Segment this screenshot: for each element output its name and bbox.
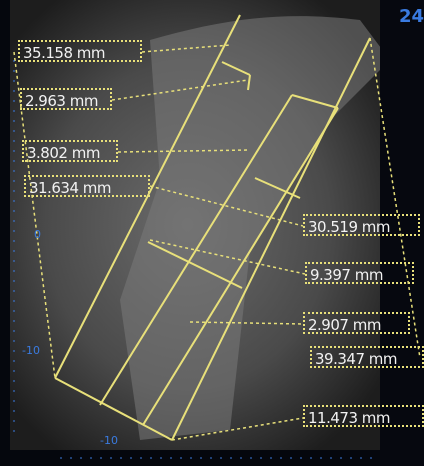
- measurement: 11.473 mm: [303, 405, 424, 427]
- side-panel: [380, 0, 424, 466]
- ruler-label: -10: [22, 344, 40, 357]
- slice-number: 24: [398, 6, 424, 27]
- ruler-label: -10: [100, 434, 118, 447]
- implant-outline: [54, 14, 371, 441]
- ruler: [13, 60, 380, 459]
- ruler-label: 0: [34, 228, 41, 241]
- measurement: 30.519 mm: [303, 214, 420, 236]
- measurement: 9.397 mm: [305, 262, 414, 284]
- measurement: 2.907 mm: [303, 312, 410, 334]
- bone-region: [120, 16, 390, 440]
- measurement: 3.802 mm: [22, 140, 118, 162]
- measurement: 31.634 mm: [24, 175, 150, 197]
- measurement: 39.347 mm: [310, 346, 424, 368]
- measurement: 2.963 mm: [20, 88, 112, 110]
- measurement: 35.158 mm: [18, 40, 142, 62]
